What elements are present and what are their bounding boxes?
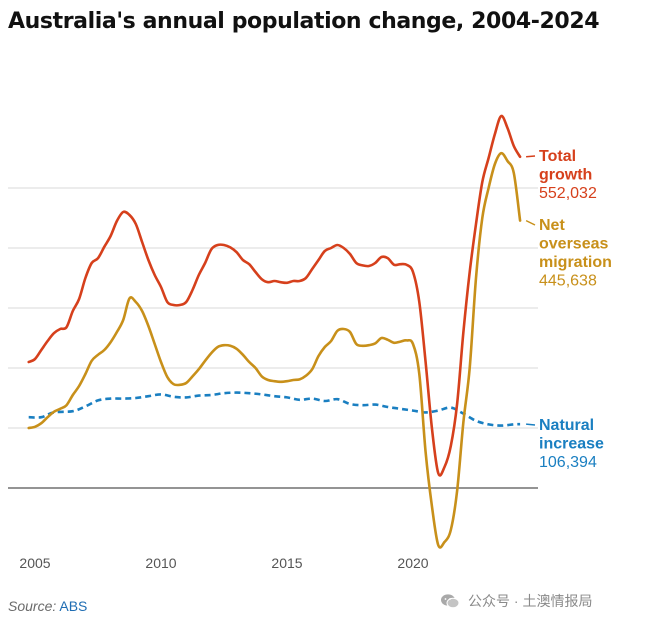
label-connector	[526, 423, 536, 426]
source-label: Source:	[8, 598, 57, 614]
source-note: Source: ABS	[8, 598, 87, 614]
source-name: ABS	[59, 598, 88, 614]
chart-title: Australia's annual population change, 20…	[8, 9, 600, 34]
series-lines	[27, 114, 522, 549]
watermark: 公众号 · 土澳情报局	[440, 590, 592, 612]
series-label-total-growth: Total growth 552,032	[539, 148, 597, 202]
series-name-part: Net	[539, 217, 565, 234]
series-name-part: Natural	[539, 417, 594, 434]
x-axis: 2005 2010 2015 2020	[19, 555, 428, 571]
x-tick-label: 2020	[397, 555, 428, 571]
label-connector	[526, 155, 536, 158]
series-labels: Natural increase 106,394 Net overseas migrati…	[525, 148, 612, 471]
label-connector	[525, 219, 536, 226]
x-tick-label: 2010	[145, 555, 176, 571]
series-name-part: migration	[539, 254, 612, 271]
series-line-net-overseas-migration	[27, 151, 522, 549]
series-line-total-growth	[27, 114, 522, 477]
series-line-natural-increase	[28, 391, 521, 427]
series-label-natural-increase: Natural increase 106,394	[539, 417, 604, 471]
series-end-value: 445,638	[539, 273, 597, 290]
series-end-value: 106,394	[539, 454, 597, 471]
series-end-value: 552,032	[539, 185, 597, 202]
watermark-text: 公众号 · 土澳情报局	[468, 593, 593, 609]
series-name-part: overseas	[539, 236, 608, 253]
gridlines	[8, 187, 538, 489]
series-name-part: Total	[539, 148, 576, 165]
series-name-part: growth	[539, 167, 592, 184]
x-tick-label: 2005	[19, 555, 50, 571]
x-tick-label: 2015	[271, 555, 302, 571]
wechat-icon	[441, 594, 460, 609]
series-label-net-overseas-migration: Net overseas migration 445,638	[539, 217, 612, 290]
series-name-part: increase	[539, 436, 604, 453]
